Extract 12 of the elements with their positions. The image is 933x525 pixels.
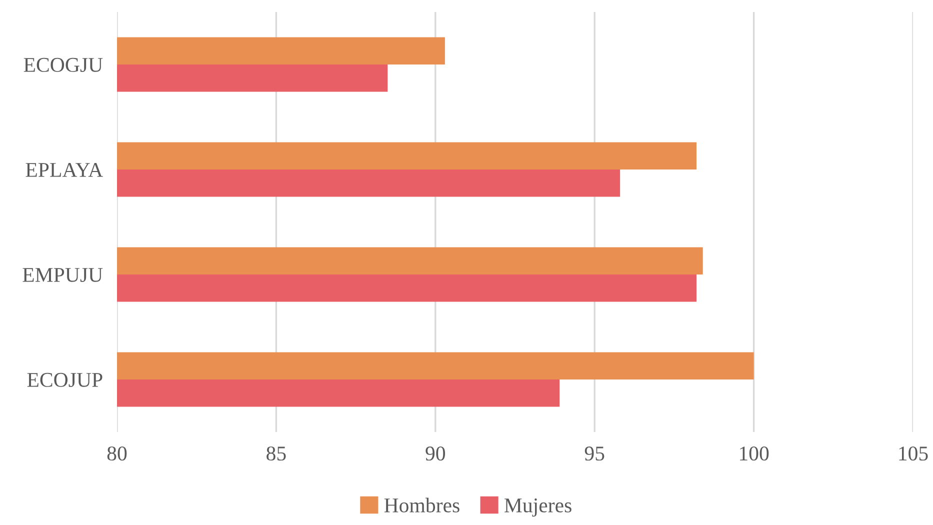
x-tick-label: 100	[740, 446, 769, 461]
y-tick-label: EMPUJU	[22, 268, 103, 282]
x-tick-label: 105	[899, 446, 928, 461]
y-tick-label: ECOJUP	[27, 372, 102, 387]
x-tick-label: 85	[266, 446, 286, 461]
legend-label: Mujeres	[504, 498, 572, 517]
legend-label: Hombres	[384, 498, 460, 512]
x-tick-label: 95	[584, 446, 604, 461]
y-tick-label: ECOGJU	[24, 58, 103, 72]
y-tick-label: EPLAYA	[26, 162, 103, 177]
x-tick-label: 90	[426, 446, 446, 461]
x-tick-label: 80	[107, 446, 127, 461]
